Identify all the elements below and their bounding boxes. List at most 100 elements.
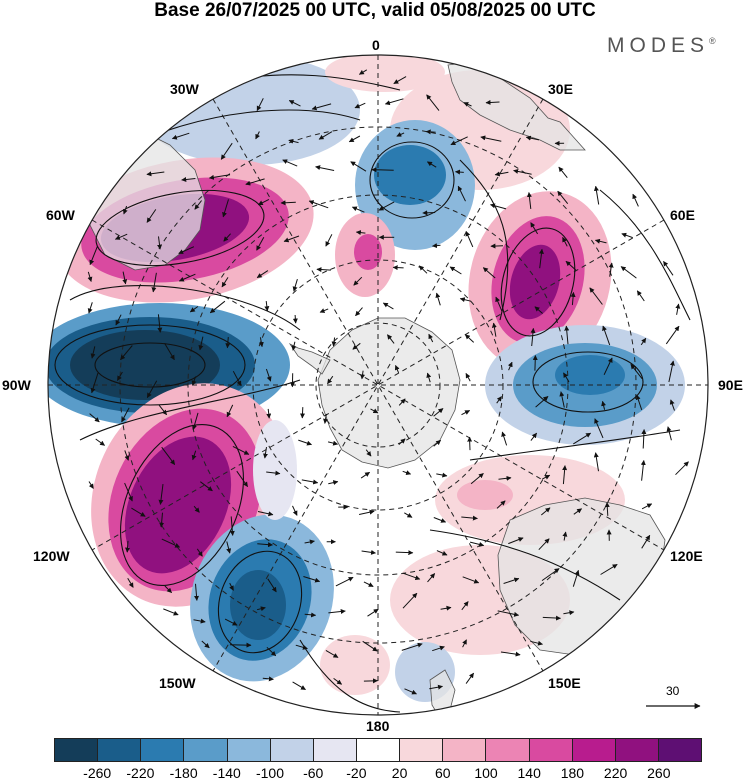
wind-vector <box>440 605 452 611</box>
wind-vector <box>328 609 346 614</box>
wind-vector <box>201 640 210 649</box>
wind-vector <box>365 449 372 457</box>
wind-vector <box>500 651 521 657</box>
wind-vectors <box>87 69 689 695</box>
wind-vector <box>668 360 675 383</box>
wind-vector <box>87 271 93 282</box>
wind-vector <box>301 479 319 485</box>
wind-vector <box>427 573 436 583</box>
wind-vector <box>331 337 337 347</box>
wind-vector <box>433 517 447 523</box>
wind-vector <box>433 439 441 447</box>
colorbar-segment <box>485 739 529 761</box>
wind-vector <box>491 322 497 337</box>
label-lon-120w: 120W <box>33 548 70 564</box>
streamline-outer-5 <box>599 189 691 321</box>
wind-vector <box>257 542 273 548</box>
wind-vector <box>534 306 543 314</box>
colorbar-segment <box>657 739 702 761</box>
wind-vector <box>178 246 195 254</box>
wind-vector <box>378 201 395 211</box>
anomaly-high-120e-core <box>457 480 513 510</box>
wind-vector <box>608 262 614 277</box>
wind-vector <box>178 273 196 282</box>
wind-vector <box>602 325 611 346</box>
wind-vector <box>402 592 418 609</box>
wind-vector <box>194 583 200 601</box>
colorbar-segment <box>183 739 227 761</box>
wind-vector <box>146 171 165 177</box>
colorbar-tick-label: -260 <box>83 765 112 781</box>
wind-vector <box>620 266 637 279</box>
colorbar-segment <box>269 739 313 761</box>
wind-vector <box>323 413 329 424</box>
colorbar-segment <box>614 739 658 761</box>
wind-vector <box>303 576 321 583</box>
wind-vector <box>455 169 464 175</box>
wind-vector <box>354 102 366 109</box>
latitude-circle-70s <box>252 259 504 511</box>
streamline-outer-2 <box>79 379 301 441</box>
latitude-circle-80s <box>315 322 441 448</box>
meridian-60w-120e <box>91 219 665 551</box>
wind-vector <box>333 677 343 685</box>
wind-vector <box>490 203 507 210</box>
wind-vector <box>232 445 250 455</box>
wind-vector <box>461 410 471 416</box>
wind-vector <box>541 568 560 582</box>
colorbar-tick-label: 60 <box>435 765 451 781</box>
wind-vector <box>480 135 502 142</box>
wind-vector <box>393 76 407 85</box>
wind-vector <box>457 185 466 202</box>
wind-vector <box>335 576 354 587</box>
wind-vector <box>222 199 229 218</box>
wind-vector <box>257 198 270 206</box>
streamline-outer-6 <box>469 429 681 461</box>
wind-vector <box>116 371 123 381</box>
wind-vector <box>283 235 300 243</box>
colorbar-segment <box>571 739 615 761</box>
wind-vector <box>396 132 405 137</box>
wind-vector <box>496 500 506 509</box>
wind-vector <box>558 166 568 179</box>
wind-vector <box>266 408 272 419</box>
wind-vector <box>530 222 539 235</box>
wind-vector <box>432 243 441 249</box>
wind-vector <box>669 399 675 411</box>
colorbar <box>54 738 702 762</box>
wind-vector <box>191 376 197 386</box>
streamline-loop-60w <box>95 189 265 267</box>
streamline-outer-8 <box>299 639 401 713</box>
wind-vector <box>557 190 569 205</box>
wind-vector <box>358 69 368 75</box>
wind-vector <box>422 210 436 216</box>
wind-vector <box>666 426 672 441</box>
wind-vector <box>127 577 134 588</box>
wind-vector <box>501 431 508 446</box>
wind-vector <box>325 649 339 658</box>
map-title: Base 26/07/2025 00 UTC, valid 05/08/2025… <box>154 0 596 21</box>
wind-vector <box>121 407 130 423</box>
wind-vector <box>469 541 485 547</box>
wind-vector <box>267 578 277 593</box>
wind-vector <box>482 267 496 279</box>
colorbar-tick-label: 220 <box>603 765 628 781</box>
label-lon-60e: 60E <box>670 207 695 223</box>
wind-vector <box>292 278 298 292</box>
wind-vector <box>266 646 277 657</box>
colorbar-segment <box>528 739 572 761</box>
wind-vector <box>258 337 264 348</box>
wind-vector <box>371 167 394 173</box>
wind-vector <box>573 432 592 445</box>
wind-vector <box>319 308 329 313</box>
wind-vector <box>157 314 163 333</box>
wind-vector <box>226 404 234 418</box>
wind-vector <box>593 452 599 472</box>
wind-vector <box>350 161 367 172</box>
wind-vector <box>229 516 235 536</box>
wind-vector <box>298 439 312 446</box>
wind-vector <box>459 297 472 303</box>
anomaly-low-145w-core <box>230 570 286 640</box>
wind-vector <box>542 474 551 480</box>
wind-vector <box>163 608 179 616</box>
